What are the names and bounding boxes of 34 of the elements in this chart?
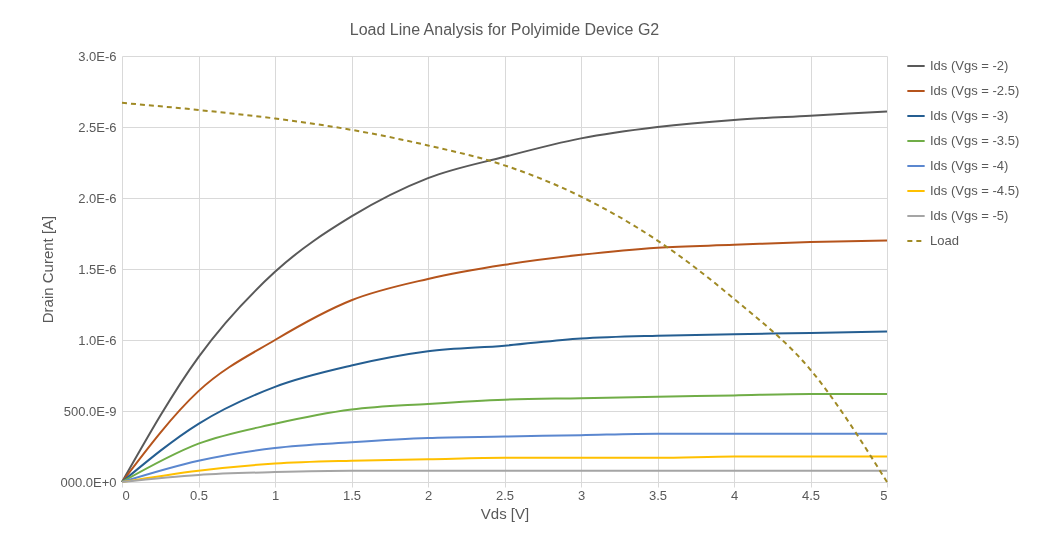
legend-label: Ids (Vgs = -3) xyxy=(930,108,1009,123)
x-tick-label: 1.5 xyxy=(342,487,362,503)
x-tick-label: 0.5 xyxy=(189,487,209,503)
x-tick-label: 5 xyxy=(880,487,888,503)
y-tick-label: 2.0E-6 xyxy=(78,190,117,206)
legend-label: Ids (Vgs = -2.5) xyxy=(930,83,1020,98)
line-series xyxy=(121,469,888,483)
x-axis-title: Vds [V] xyxy=(480,504,530,522)
x-tick-label: 2.5 xyxy=(495,487,515,503)
x-tick-label: 3.5 xyxy=(648,487,668,503)
x-tick-label: 2 xyxy=(424,487,433,503)
x-tick-label: 1 xyxy=(271,487,280,503)
y-tick-label: 1.5E-6 xyxy=(78,261,117,277)
y-tick-label: 2.5E-6 xyxy=(78,119,117,135)
chart-title: Load Line Analysis for Polyimide Device G2 xyxy=(349,21,660,38)
y-tick-label: 3.0E-6 xyxy=(78,48,117,64)
line-series xyxy=(121,432,888,483)
legend-label: Ids (Vgs = -3.5) xyxy=(930,133,1020,148)
legend-label: Load xyxy=(930,233,959,248)
y-tick-label: 1.0E-6 xyxy=(78,332,117,348)
y-tick-label: 500.0E-9 xyxy=(63,403,117,419)
x-tick-label: 4.5 xyxy=(801,487,821,503)
line-series xyxy=(121,239,888,483)
legend-label: Ids (Vgs = -4) xyxy=(930,158,1009,173)
y-tick-label: 000.0E+0 xyxy=(60,474,117,490)
legend-label: Ids (Vgs = -5) xyxy=(930,208,1009,223)
x-tick-label: 3 xyxy=(577,487,586,503)
line-series xyxy=(121,330,888,483)
line-series xyxy=(121,392,888,483)
legend-label: Ids (Vgs = -4.5) xyxy=(930,183,1020,198)
x-tick-label: 0 xyxy=(122,487,130,503)
y-axis-title: Drain Curent [A] xyxy=(39,215,57,324)
x-tick-label: 4 xyxy=(730,487,739,503)
legend-label: Ids (Vgs = -2) xyxy=(930,58,1009,73)
